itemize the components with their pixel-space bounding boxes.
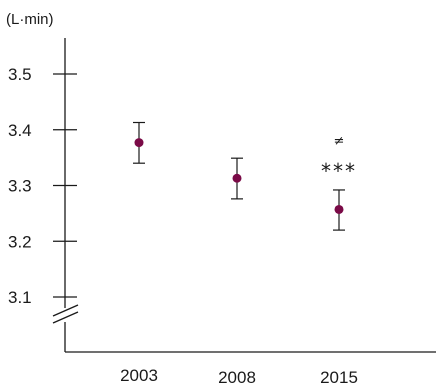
axis-break-mark-lower (52, 311, 79, 324)
annotation-not-equal: ≠ (334, 134, 345, 149)
x-tick-label: 2015 (320, 368, 358, 386)
data-point-group (333, 189, 345, 231)
annotations: ≠ *** (321, 134, 357, 183)
data-point (334, 204, 344, 214)
x-tick-label: 2003 (120, 366, 158, 385)
axes (52, 38, 436, 353)
y-tick-label: 3.5 (8, 65, 32, 84)
y-ticks: 3.1 3.2 3.3 3.4 3.5 (8, 65, 77, 307)
y-axis-unit-label: (L·min) (6, 11, 54, 28)
x-tick-label: 2008 (218, 368, 256, 386)
data-point (232, 173, 242, 183)
data-point (134, 138, 144, 148)
y-tick-label: 3.1 (8, 288, 32, 307)
y-tick-label: 3.4 (8, 121, 32, 140)
data-point-group (231, 157, 243, 200)
x-ticks: 2003 2008 2015 (120, 366, 358, 386)
y-tick-label: 3.2 (8, 232, 32, 251)
data-point-group (133, 121, 145, 164)
annotation-significance: *** (321, 159, 357, 183)
y-tick-label: 3.3 (8, 177, 32, 196)
data-marks (133, 121, 345, 231)
axis-break-mark-upper (52, 304, 79, 317)
